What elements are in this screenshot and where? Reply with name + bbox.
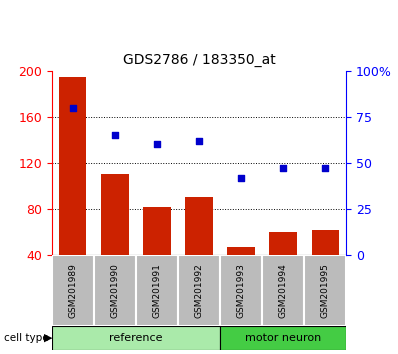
- Point: [322, 166, 328, 171]
- Text: ▶: ▶: [44, 333, 52, 343]
- Title: GDS2786 / 183350_at: GDS2786 / 183350_at: [123, 53, 275, 67]
- Text: GSM201993: GSM201993: [236, 263, 246, 318]
- Bar: [220, 255, 262, 326]
- Bar: [136, 255, 178, 326]
- Text: GSM201989: GSM201989: [68, 263, 77, 318]
- Text: GSM201995: GSM201995: [321, 263, 330, 318]
- Point: [238, 175, 244, 181]
- Bar: [59, 76, 86, 301]
- Text: GSM201991: GSM201991: [152, 263, 162, 318]
- Bar: [220, 326, 346, 350]
- Bar: [185, 198, 213, 301]
- Bar: [312, 230, 339, 301]
- Bar: [262, 255, 304, 326]
- Text: GSM201990: GSM201990: [110, 263, 119, 318]
- Bar: [269, 232, 297, 301]
- Point: [154, 142, 160, 147]
- Point: [196, 138, 202, 144]
- Text: GSM201992: GSM201992: [195, 263, 203, 318]
- Point: [70, 105, 76, 110]
- Text: reference: reference: [109, 333, 163, 343]
- Bar: [143, 207, 171, 301]
- Bar: [304, 255, 346, 326]
- Bar: [52, 326, 220, 350]
- Bar: [178, 255, 220, 326]
- Text: cell type: cell type: [4, 333, 49, 343]
- Point: [112, 132, 118, 138]
- Bar: [101, 175, 129, 301]
- Text: motor neuron: motor neuron: [245, 333, 321, 343]
- Point: [280, 166, 286, 171]
- Bar: [94, 255, 136, 326]
- Bar: [227, 247, 255, 301]
- Bar: [52, 255, 94, 326]
- Text: GSM201994: GSM201994: [279, 263, 288, 318]
